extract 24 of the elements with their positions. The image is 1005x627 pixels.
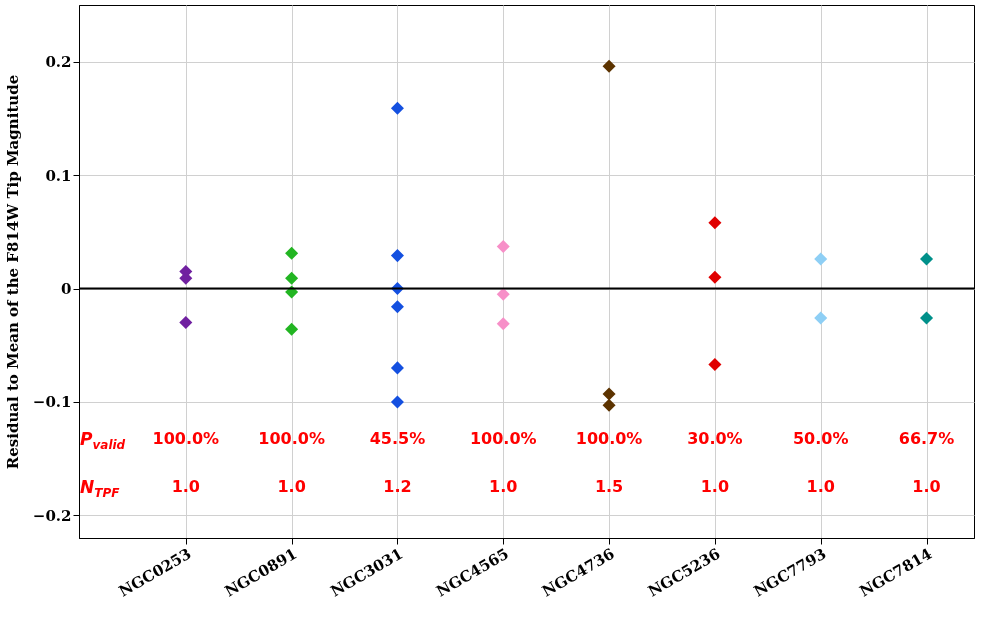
- annotation: 100.0%: [575, 428, 643, 448]
- y-tick-label: 0.1: [45, 166, 72, 185]
- annotation: 1.0: [277, 476, 306, 496]
- annotation: 1.5: [594, 476, 624, 496]
- annotation: 1.0: [912, 476, 941, 496]
- y-tick-label: 0: [61, 280, 72, 299]
- annotation: P$_{valid}$: [80, 428, 126, 455]
- y-tick-label: 0.2: [45, 53, 72, 72]
- annotation: 100.0%: [258, 428, 325, 448]
- annotation: 1.0: [171, 476, 200, 496]
- y-axis-title: Residual to Mean of the F814W Tip Magnitude: [3, 74, 22, 470]
- annotation: 1.0: [700, 476, 730, 496]
- y-tick-label: −0.2: [32, 506, 72, 525]
- annotation: 100.0%: [152, 428, 220, 448]
- annotation: N$_{TPF}$: [80, 476, 120, 503]
- y-tick-label: −0.1: [32, 393, 72, 412]
- annotation: 45.5%: [369, 428, 426, 448]
- annotation: 1.0: [489, 476, 518, 496]
- annotation: 1.0: [806, 476, 835, 496]
- annotation: 1.2: [383, 476, 412, 496]
- annotation: 30.0%: [687, 428, 743, 448]
- annotation: 50.0%: [792, 428, 849, 448]
- annotation: 100.0%: [469, 428, 537, 448]
- annotation: 66.7%: [898, 428, 955, 448]
